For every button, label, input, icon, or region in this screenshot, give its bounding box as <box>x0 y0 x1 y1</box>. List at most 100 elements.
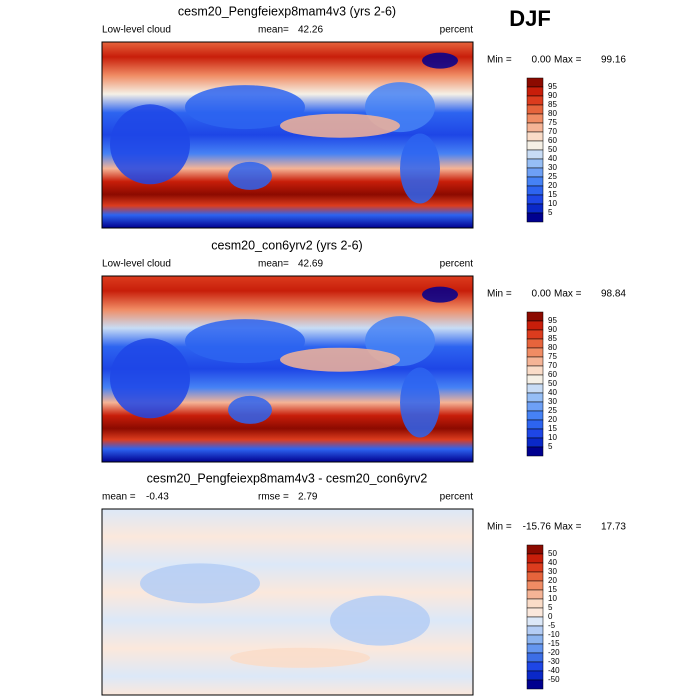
colorbar-label: 20 <box>548 576 557 585</box>
season: DJF <box>509 6 551 31</box>
colorbar-label: 40 <box>548 558 557 567</box>
colorbar-box <box>526 122 544 133</box>
colorbar-box <box>526 598 544 609</box>
colorbar-box <box>526 392 544 403</box>
colorbar-label: -5 <box>548 621 556 630</box>
max-value: 99.16 <box>601 55 626 66</box>
max-label: Max = <box>554 522 582 533</box>
colorbar-label: 60 <box>548 370 557 379</box>
colorbar-box <box>526 167 544 178</box>
colorbar-label: 70 <box>548 361 557 370</box>
stat-value: 42.26 <box>298 25 323 36</box>
map-region <box>330 595 430 646</box>
colorbar-label: 30 <box>548 397 557 406</box>
stat-label: mean= <box>258 25 289 36</box>
colorbar-box <box>526 437 544 448</box>
map-frame <box>101 275 474 463</box>
map-region <box>185 319 305 364</box>
map-region <box>400 133 440 204</box>
colorbar-label: 0 <box>548 612 553 621</box>
colorbar-label: 5 <box>548 603 553 612</box>
map-region <box>110 104 190 185</box>
map-region <box>185 85 305 130</box>
colorbar-box <box>526 634 544 645</box>
colorbar-label: 5 <box>548 442 553 451</box>
colorbar-box <box>526 365 544 376</box>
colorbar-label: 50 <box>548 145 557 154</box>
min-label: Min = <box>487 289 512 300</box>
colorbar-label: -10 <box>548 630 560 639</box>
stat-value: 2.79 <box>298 492 318 503</box>
colorbar-box <box>526 562 544 573</box>
panel-title: cesm20_Pengfeiexp8mam4v3 (yrs 2-6) <box>178 4 396 18</box>
max-label: Max = <box>554 289 582 300</box>
colorbar-box <box>526 149 544 160</box>
colorbar-box <box>526 311 544 322</box>
panel-title: cesm20_Pengfeiexp8mam4v3 - cesm20_con6yr… <box>147 471 428 485</box>
colorbar-label: 95 <box>548 316 557 325</box>
left-label: Low-level cloud <box>102 25 171 36</box>
colorbar-box <box>526 589 544 600</box>
colorbar-box <box>526 212 544 223</box>
colorbar-label: 95 <box>548 82 557 91</box>
colorbar-box <box>526 670 544 681</box>
colorbar-label: 75 <box>548 352 557 361</box>
left-label: Low-level cloud <box>102 259 171 270</box>
left-label: mean = <box>102 492 136 503</box>
colorbar-label: 60 <box>548 136 557 145</box>
colorbar-box <box>526 95 544 106</box>
colorbar-box <box>526 356 544 367</box>
map-region <box>228 161 272 190</box>
max-label: Max = <box>554 55 582 66</box>
colorbar-box <box>526 553 544 564</box>
colorbar-label: 15 <box>548 424 557 433</box>
min-value: 0.00 <box>532 55 552 66</box>
map-region <box>230 647 370 668</box>
colorbar-box <box>526 140 544 151</box>
colorbar-box <box>526 679 544 690</box>
min-value: -15.76 <box>523 522 552 533</box>
map-region <box>110 338 190 419</box>
map-region <box>400 367 440 438</box>
colorbar-box <box>526 158 544 169</box>
colorbar-box <box>526 86 544 97</box>
colorbar-label: -40 <box>548 666 560 675</box>
colorbar-box <box>526 616 544 627</box>
colorbar-label: 50 <box>548 549 557 558</box>
colorbar-label: 15 <box>548 190 557 199</box>
colorbar-box <box>526 607 544 618</box>
colorbar-label: -15 <box>548 639 560 648</box>
colorbar-label: 20 <box>548 181 557 190</box>
min-label: Min = <box>487 55 512 66</box>
colorbar-box <box>526 347 544 358</box>
colorbar-box <box>526 77 544 88</box>
colorbar-box <box>526 625 544 636</box>
left-value: -0.43 <box>146 492 169 503</box>
colorbar-box <box>526 661 544 672</box>
colorbar-box <box>526 652 544 663</box>
map-region <box>422 286 458 303</box>
colorbar-box <box>526 113 544 124</box>
colorbar-box <box>526 338 544 349</box>
colorbar-label: 50 <box>548 379 557 388</box>
colorbar-label: 30 <box>548 163 557 172</box>
colorbar-box <box>526 643 544 654</box>
colorbar-label: 30 <box>548 567 557 576</box>
colorbar-label: 85 <box>548 100 557 109</box>
panel-title: cesm20_con6yrv2 (yrs 2-6) <box>211 238 362 252</box>
colorbar-label: -50 <box>548 675 560 684</box>
units: percent <box>440 259 474 270</box>
colorbar-box <box>526 383 544 394</box>
colorbar-box <box>526 446 544 457</box>
max-value: 17.73 <box>601 522 626 533</box>
map-region <box>140 563 260 604</box>
colorbar-label: 90 <box>548 91 557 100</box>
colorbar-label: 75 <box>548 118 557 127</box>
colorbar-box <box>526 131 544 142</box>
map-frame <box>101 508 474 696</box>
colorbar-box <box>526 401 544 412</box>
colorbar-box <box>526 419 544 430</box>
colorbar-box <box>526 544 544 555</box>
units: percent <box>440 25 474 36</box>
colorbar-label: 10 <box>548 199 557 208</box>
